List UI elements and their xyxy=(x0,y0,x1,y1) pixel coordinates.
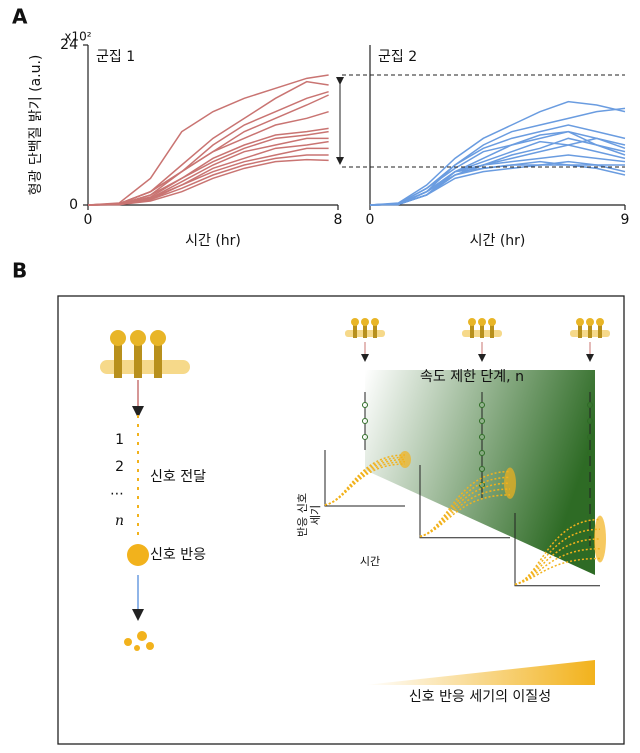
step-node xyxy=(587,466,593,472)
receptor xyxy=(490,322,494,338)
receptor xyxy=(373,322,377,338)
step-node xyxy=(479,466,485,472)
receptors xyxy=(110,330,166,378)
mini-spread xyxy=(504,467,516,499)
series-line xyxy=(87,158,329,206)
receptor xyxy=(578,322,582,338)
step-node xyxy=(587,450,593,456)
receptor-head xyxy=(488,318,496,326)
chart-title: 군집 2 xyxy=(378,49,417,65)
panel-frame xyxy=(57,295,625,745)
mini-y-label: 반응 신호 xyxy=(296,493,309,537)
mini-axes xyxy=(514,513,600,587)
response-sun xyxy=(127,544,149,566)
step-label: ⋯ xyxy=(110,486,124,502)
receptor xyxy=(588,322,592,338)
receptor xyxy=(480,322,484,338)
step-node xyxy=(587,514,593,520)
step-node xyxy=(479,402,485,408)
series-line xyxy=(87,110,329,206)
mini-x-label: 시간 xyxy=(360,555,380,568)
charts: 군집 1 시간 (hr) 형광 단백질 밝기 (a.u.) x10² 0 8 0 24 군집 2… xyxy=(28,30,629,250)
receptor xyxy=(598,322,602,338)
x-tick-label: 0 xyxy=(366,212,375,228)
mini-graphs xyxy=(324,318,610,587)
step-node xyxy=(587,482,593,488)
mini-curve xyxy=(514,557,601,586)
mini-axes xyxy=(419,465,510,539)
receptor xyxy=(470,322,474,338)
step-node xyxy=(479,450,485,456)
step-label: 2 xyxy=(115,459,124,475)
receptor-head xyxy=(371,318,379,326)
x-axis-label: 시간 (hr) xyxy=(470,233,526,249)
series-line xyxy=(87,80,329,206)
step-node xyxy=(479,434,485,440)
step-node xyxy=(479,418,485,424)
series-line xyxy=(87,90,329,206)
mini-curve xyxy=(324,458,406,506)
receptor xyxy=(363,322,367,338)
panel-label: B xyxy=(12,259,27,283)
y-tick-label: 0 xyxy=(69,197,78,213)
series-line xyxy=(369,160,626,206)
x-tick-label: 8 xyxy=(334,212,343,228)
receptor xyxy=(353,322,357,338)
receptor-head xyxy=(596,318,604,326)
mini-y-label: 세기 xyxy=(309,505,322,525)
y-tick-label: 24 xyxy=(60,37,78,53)
products xyxy=(124,631,154,651)
y-axis-label: 형광 단백질 밝기 (a.u.) xyxy=(28,55,44,196)
step-node xyxy=(587,434,593,440)
mini-axes xyxy=(324,450,405,507)
step-node xyxy=(587,530,593,536)
receptor-head xyxy=(351,318,359,326)
heterogeneity-wedge xyxy=(365,660,595,685)
rate-triangle xyxy=(365,370,595,575)
receptor-head xyxy=(576,318,584,326)
series-line xyxy=(369,100,626,206)
mini-spread xyxy=(594,515,606,563)
x-tick-label: 9 xyxy=(621,212,630,228)
step-node xyxy=(587,402,593,408)
series-line xyxy=(87,94,329,206)
membrane xyxy=(100,360,190,374)
panel-label: A xyxy=(12,5,28,29)
y-unit: x10² xyxy=(64,30,91,44)
mini-spread xyxy=(399,451,411,468)
step-node xyxy=(479,482,485,488)
label: 신호 전달 xyxy=(150,469,206,485)
step-node xyxy=(362,418,368,424)
receptor-head xyxy=(361,318,369,326)
step-node xyxy=(587,418,593,424)
chart-title: 군집 1 xyxy=(96,49,135,65)
step-label: 1 xyxy=(115,432,124,448)
step-label: n xyxy=(115,513,124,529)
receptor-head xyxy=(478,318,486,326)
mini-curve xyxy=(419,494,511,538)
series-line xyxy=(369,130,626,206)
step-node xyxy=(362,402,368,408)
step-node xyxy=(587,498,593,504)
label: 신호 반응 세기의 이질성 xyxy=(409,689,551,705)
diagram: 신호 전달 신호 반응 속도 제한 단계, n 신호 반응 세기의 이질성 시간… xyxy=(100,318,610,705)
receptor-head xyxy=(586,318,594,326)
x-axis-label: 시간 (hr) xyxy=(185,233,241,249)
receptor-head xyxy=(468,318,476,326)
step-node xyxy=(362,434,368,440)
series-line xyxy=(87,74,329,206)
label: 신호 반응 xyxy=(150,547,206,563)
x-tick-label: 0 xyxy=(84,212,93,228)
label: 속도 제한 단계, n xyxy=(420,369,524,385)
